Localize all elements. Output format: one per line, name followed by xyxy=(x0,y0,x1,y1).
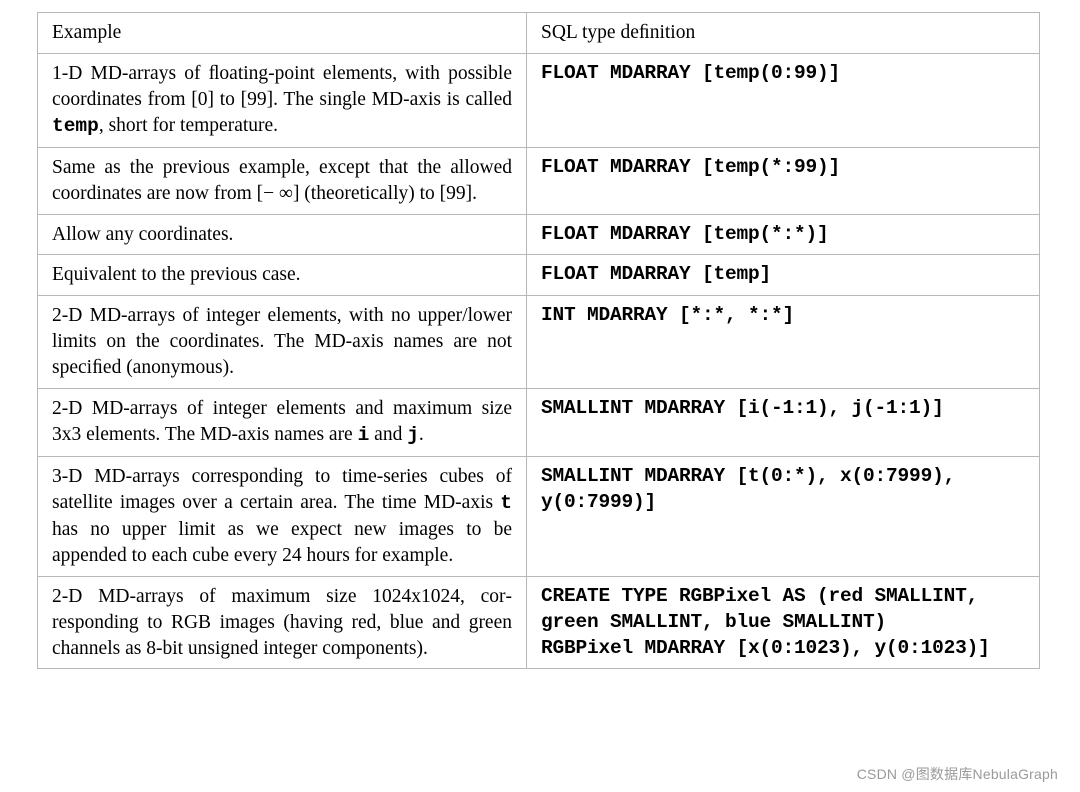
table-container: Example SQL type deﬁnition 1-D MD-arrays… xyxy=(37,12,1039,669)
table-header-row: Example SQL type deﬁnition xyxy=(38,13,1040,54)
example-text: , short for temperature. xyxy=(99,115,278,136)
table-row: Same as the previous example, except tha… xyxy=(38,147,1040,214)
inline-code: temp xyxy=(52,115,99,137)
table-row: Allow any coordinates. FLOAT MDARRAY [te… xyxy=(38,214,1040,255)
sql-cell: FLOAT MDARRAY [temp(*:*)] xyxy=(527,214,1040,255)
table-row: 2-D MD-arrays of integer elements and ma… xyxy=(38,389,1040,457)
inline-code: i xyxy=(358,424,370,446)
example-text: 3-D MD-arrays corresponding to time-seri… xyxy=(52,466,512,513)
table-row: Equivalent to the previous case. FLOAT M… xyxy=(38,255,1040,296)
table-row: 1-D MD-arrays of ﬂoating-point elements,… xyxy=(38,53,1040,147)
inline-code: j xyxy=(407,424,419,446)
sql-cell: INT MDARRAY [*:*, *:*] xyxy=(527,296,1040,389)
mdarray-examples-table: Example SQL type deﬁnition 1-D MD-arrays… xyxy=(37,12,1040,669)
example-cell: Equivalent to the previous case. xyxy=(38,255,527,296)
example-text: 2-D MD-arrays of integer elements and ma… xyxy=(52,398,512,445)
table-row: 2-D MD-arrays of integer elements, with … xyxy=(38,296,1040,389)
example-text: Allow any coordinates. xyxy=(52,224,233,245)
example-text: . xyxy=(419,424,424,445)
table-row: 2-D MD-arrays of maximum size 1024x1024,… xyxy=(38,576,1040,669)
example-cell: 2-D MD-arrays of integer elements and ma… xyxy=(38,389,527,457)
sql-cell: CREATE TYPE RGBPixel AS (red SMALLINT, g… xyxy=(527,576,1040,669)
watermark-text: CSDN @图数据库NebulaGraph xyxy=(857,764,1058,784)
example-cell: 3-D MD-arrays corresponding to time-seri… xyxy=(38,456,527,576)
sql-cell: FLOAT MDARRAY [temp(*:99)] xyxy=(527,147,1040,214)
example-cell: Same as the previous example, except tha… xyxy=(38,147,527,214)
example-cell: 2-D MD-arrays of maximum size 1024x1024,… xyxy=(38,576,527,669)
example-text: 2-D MD-arrays of maximum size 1024x1024,… xyxy=(52,586,512,659)
header-sql: SQL type deﬁnition xyxy=(527,13,1040,54)
sql-cell: SMALLINT MDARRAY [i(-1:1), j(-1:1)] xyxy=(527,389,1040,457)
example-cell: 2-D MD-arrays of integer elements, with … xyxy=(38,296,527,389)
example-text: Equivalent to the previous case. xyxy=(52,264,301,285)
example-cell: 1-D MD-arrays of ﬂoating-point elements,… xyxy=(38,53,527,147)
example-text: 1-D MD-arrays of ﬂoating-point elements,… xyxy=(52,63,512,110)
example-text: 2-D MD-arrays of integer elements, with … xyxy=(52,305,512,378)
sql-cell: FLOAT MDARRAY [temp(0:99)] xyxy=(527,53,1040,147)
sql-cell: FLOAT MDARRAY [temp] xyxy=(527,255,1040,296)
example-text: has no upper limit as we expect new imag… xyxy=(52,519,512,566)
example-cell: Allow any coordinates. xyxy=(38,214,527,255)
sql-cell: SMALLINT MDARRAY [t(0:*), x(0:7999), y(0… xyxy=(527,456,1040,576)
inline-code: t xyxy=(500,492,512,514)
table-row: 3-D MD-arrays corresponding to time-seri… xyxy=(38,456,1040,576)
header-example: Example xyxy=(38,13,527,54)
example-text: Same as the previous example, except tha… xyxy=(52,157,512,204)
example-text: and xyxy=(369,424,407,445)
